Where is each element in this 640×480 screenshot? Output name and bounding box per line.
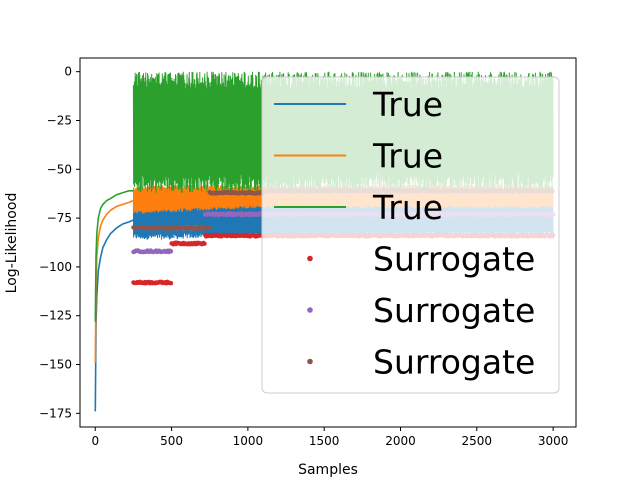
legend-entry-label: True <box>372 188 443 227</box>
y-tick-label: −125 <box>39 309 72 323</box>
y-tick-label: −175 <box>39 406 72 420</box>
x-tick-label: 500 <box>160 434 183 448</box>
y-tick-label: −75 <box>47 211 72 225</box>
surrogate-point <box>207 225 212 230</box>
true-series-3-warmup-line <box>94 190 134 322</box>
legend-entry-label: Surrogate <box>373 291 535 330</box>
surrogate-point <box>168 281 174 286</box>
legend-entry-label: True <box>372 85 443 124</box>
legend-point-handle <box>307 307 313 313</box>
x-tick-label: 0 <box>91 434 99 448</box>
x-tick-label: 3000 <box>538 434 569 448</box>
true-series-1-warmup-line <box>94 219 134 412</box>
x-tick-label: 2000 <box>385 434 416 448</box>
legend-entry-label: True <box>372 137 443 176</box>
legend: True True True Surrogate Surrogate Surrogate <box>261 76 560 394</box>
y-tick-label: 0 <box>64 65 72 79</box>
surrogate-point <box>202 241 207 246</box>
legend-entry-label: Surrogate <box>373 240 535 279</box>
x-axis-label: Samples <box>298 462 358 478</box>
legend-point-handle <box>307 255 313 262</box>
axes-frame <box>79 57 577 428</box>
surrogate-point <box>168 249 174 254</box>
legend-point-handle <box>307 358 313 365</box>
axis-ticks: 0 500 1000 1500 2000 2500 3000 0 −25 −50 −75 −100 −1… <box>39 65 568 448</box>
y-tick-label: −150 <box>39 358 72 372</box>
x-tick-label: 2500 <box>462 434 493 448</box>
legend-entry-label: Surrogate <box>373 343 535 382</box>
x-tick-label: 1000 <box>233 434 264 448</box>
y-axis-label: Log-Likelihood <box>4 193 20 294</box>
x-tick-label: 1500 <box>309 434 340 448</box>
y-tick-label: −50 <box>47 162 72 176</box>
y-tick-label: −100 <box>39 260 72 274</box>
y-tick-label: −25 <box>47 113 72 127</box>
